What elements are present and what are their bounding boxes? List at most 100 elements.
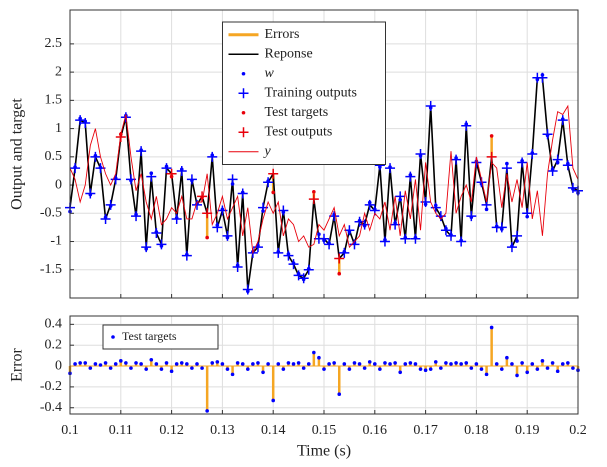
error-dot [500, 367, 504, 371]
error-dot [83, 361, 88, 365]
y-tick-label: 2.5 [45, 36, 63, 51]
error-dot [322, 367, 326, 371]
error-dot [418, 367, 423, 371]
error-dot [134, 361, 138, 365]
error-dot [444, 361, 448, 365]
y-axis-label: Error [9, 347, 26, 381]
error-dot [73, 362, 77, 366]
legend-box [102, 324, 219, 350]
x-tick-label: 0.15 [312, 423, 337, 438]
error-dot [398, 370, 403, 375]
error-dot [185, 362, 189, 366]
y-tick-label: 1 [55, 121, 62, 136]
error-dot [195, 362, 199, 366]
plus-marker [395, 191, 406, 202]
plus-marker [542, 129, 553, 140]
error-dot [545, 366, 550, 370]
error-dot [215, 360, 220, 364]
error-dot [550, 361, 555, 365]
error-dot [489, 325, 494, 330]
plus-marker [547, 165, 558, 176]
legend-label: y [263, 144, 272, 159]
plus-marker [537, 72, 548, 83]
plus-marker [405, 171, 416, 182]
error-dot [108, 366, 113, 370]
plus-marker [552, 154, 563, 165]
plus-marker [90, 151, 101, 162]
y-tick-label: 0.2 [45, 337, 63, 352]
plus-marker [171, 213, 182, 224]
plus-marker [263, 177, 274, 188]
plus-marker [308, 194, 319, 205]
error-dot [200, 366, 204, 370]
plus-marker [273, 247, 284, 258]
error-dot [78, 361, 82, 365]
error-dot [535, 367, 540, 371]
error-dot [510, 362, 514, 366]
x-tick-label: 0.19 [515, 423, 540, 438]
plus-marker [146, 171, 157, 182]
plus-marker [100, 213, 111, 224]
series-line [69, 104, 579, 255]
legend-label: Test targets [265, 105, 329, 120]
legend-swatch [238, 88, 249, 99]
legend-label: w [265, 66, 275, 81]
error-dot [256, 361, 260, 365]
plus-marker [141, 242, 152, 253]
plus-marker [324, 239, 335, 250]
error-dot [230, 372, 235, 377]
error-dot [530, 362, 535, 366]
error-dot [261, 370, 265, 375]
legend-label: Errors [265, 27, 300, 42]
error-dot [159, 367, 164, 371]
error-dot [337, 392, 342, 396]
error-dot [454, 361, 458, 365]
plus-marker [202, 208, 213, 219]
plus-marker [385, 163, 396, 174]
error-dot [220, 362, 225, 366]
plus-marker [192, 199, 202, 210]
plus-marker [161, 163, 172, 174]
error-dot [413, 362, 418, 366]
plus-marker [344, 225, 355, 236]
error-dot [525, 370, 529, 375]
y-tick-label: -0.5 [40, 206, 62, 221]
plus-marker [349, 239, 360, 250]
x-axis-label: Time (s) [297, 443, 351, 460]
error-dot [149, 357, 154, 362]
legend-label: Test targets [122, 329, 177, 343]
dot-marker [489, 134, 494, 138]
error-dot [494, 362, 499, 366]
error-dot [357, 362, 362, 366]
dot-marker [205, 235, 209, 240]
error-dot [246, 367, 250, 371]
error-dot [306, 362, 311, 366]
plus-marker [527, 149, 538, 159]
error-dot [383, 361, 387, 365]
plus-marker [237, 188, 248, 199]
plus-marker [136, 146, 147, 157]
error-dot [352, 361, 357, 365]
error-dot [459, 362, 463, 366]
legend-label: Training outputs [265, 85, 357, 100]
plus-marker [496, 222, 507, 233]
plus-marker [75, 115, 86, 126]
legend-swatch [238, 127, 249, 138]
y-tick-label: -1.5 [40, 262, 62, 277]
plus-marker [562, 160, 573, 171]
plus-marker [283, 250, 294, 261]
plus-marker [319, 233, 329, 244]
plus-marker [176, 165, 187, 176]
error-dot [515, 373, 519, 378]
error-dot [566, 361, 570, 365]
x-tick-label: 0.1 [61, 423, 79, 438]
error-dot [388, 362, 392, 366]
y-tick-label: 0.4 [45, 317, 63, 332]
error-dot [555, 369, 560, 374]
plus-marker [268, 168, 279, 179]
error-dot [433, 360, 438, 364]
error-dot [164, 361, 169, 365]
error-dot [235, 361, 240, 365]
plus-marker [110, 174, 121, 185]
